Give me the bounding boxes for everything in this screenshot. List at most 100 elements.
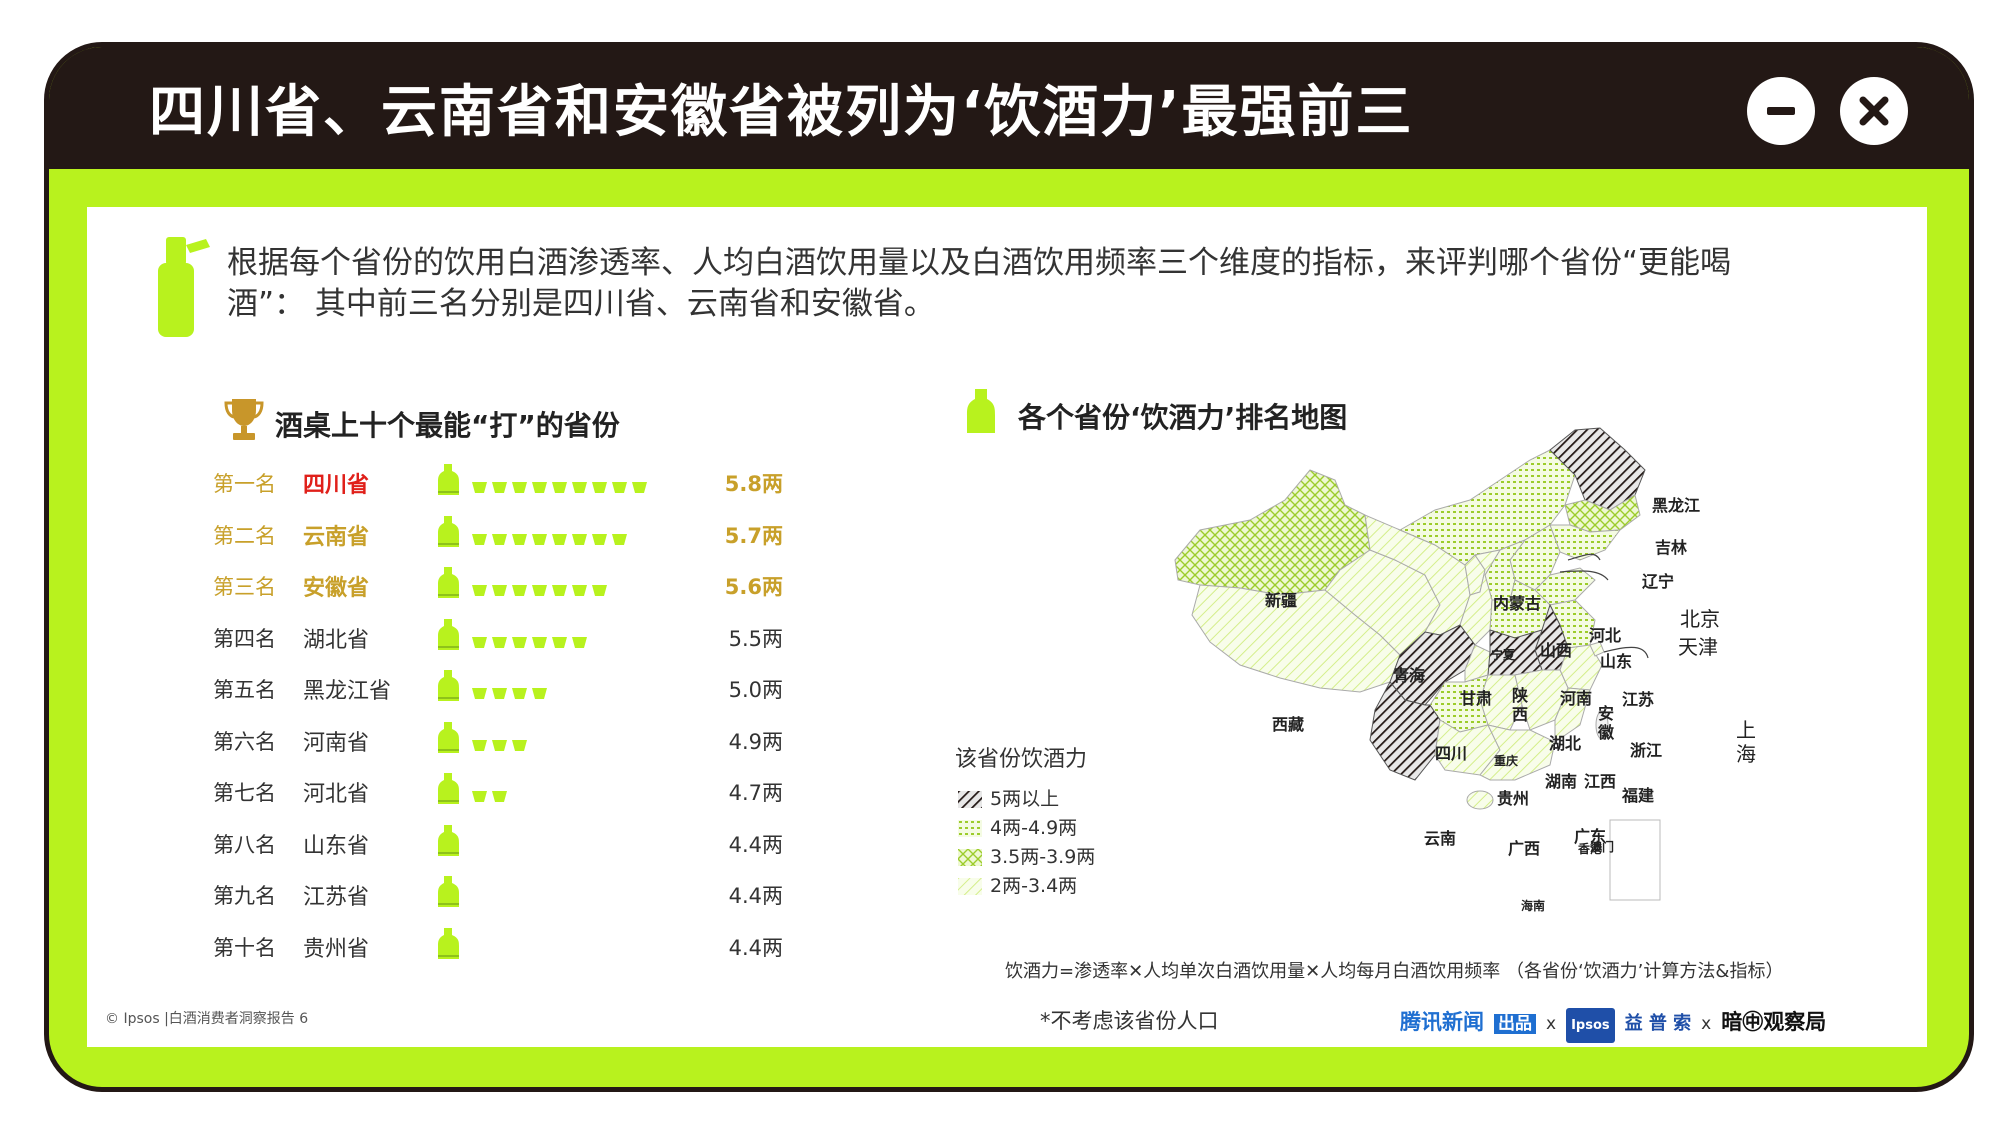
minus-icon (1767, 107, 1795, 115)
map-title: 各个省份‘饮酒力’排名地图 (1018, 401, 1348, 434)
province-label: 山东省 (303, 833, 370, 859)
map-label-neimenggu: 内蒙古 (1493, 594, 1542, 613)
region-guangdong (1479, 724, 1556, 781)
cup-marks (472, 585, 607, 596)
value-label: 5.0两 (728, 678, 783, 702)
intro-text: 根据每个省份的饮用白酒渗透率、人均白酒饮用量以及白酒饮用频率三个维度的指标，来评… (227, 245, 1732, 322)
logo-separator: x (1701, 1014, 1712, 1034)
cup-mark (532, 636, 547, 648)
china-map (1174, 427, 1661, 901)
logo-ipsos: Ipsos (1566, 1008, 1615, 1043)
footnote: *不考虑该省份人口 (1040, 1009, 1219, 1033)
region-fujian (1554, 687, 1591, 743)
south-sea-inset (1609, 819, 1661, 901)
legend-label: 4两-4.9两 (990, 817, 1078, 839)
content-panel (87, 207, 1927, 1047)
legend-item-35to39: 3.5两-3.9两 (958, 842, 1095, 869)
map-label-tianjin: 天津 (1678, 635, 1718, 659)
bottle-icon (158, 237, 210, 337)
map-label-guangdong: 广东 (1574, 827, 1607, 846)
value-label: 5.6两 (724, 575, 783, 599)
minimize-button[interactable] (1747, 77, 1815, 145)
rank-label: 第三名 (213, 575, 276, 599)
cup-marks (472, 688, 547, 699)
cup-mark (592, 585, 607, 596)
cup-mark (552, 482, 567, 493)
province-label: 安徽省 (303, 576, 370, 601)
map-label-hainan: 海南 (1521, 899, 1546, 913)
rank-label: 第二名 (213, 523, 276, 548)
legend-swatch-cross (958, 849, 982, 866)
cup-mark (492, 585, 507, 596)
province-label: 湖北省 (303, 627, 370, 653)
cup-mark (612, 533, 627, 545)
logo-guancha: 暗㊥观察局 (1721, 1010, 1827, 1034)
bottle-mark (438, 515, 459, 547)
legend-item-5plus: 5两以上 (958, 784, 1059, 811)
bottle-mark (438, 824, 459, 856)
map-label-xizang: 西藏 (1272, 715, 1305, 734)
cup-mark (472, 585, 487, 596)
value-label: 4.9两 (728, 729, 783, 754)
value-label: 4.7两 (728, 781, 783, 805)
cup-mark (492, 791, 507, 802)
value-label: 5.8两 (724, 472, 783, 496)
map-label-heilongjiang: 黑龙江 (1652, 496, 1701, 515)
map-label-hunan: 湖南 (1545, 772, 1578, 791)
cup-mark (592, 482, 607, 493)
legend-item-4to49: 4两-4.9两 (958, 813, 1077, 840)
bottle-mark (438, 876, 459, 907)
cup-marks (472, 533, 627, 545)
legend-title: 该省份饮酒力 (955, 747, 1088, 772)
map-label-hebei: 河北 (1589, 626, 1622, 645)
map-label-zhejiang: 浙江 (1630, 741, 1663, 760)
logo-ipsos-cn: 益 普 索 (1624, 1013, 1692, 1034)
trophy-icon (224, 399, 264, 440)
map-label-shanghai: 上海 (1736, 718, 1756, 766)
map-label-chongqing: 重庆 (1494, 754, 1519, 768)
map-label-aomen: 澳门 (1590, 840, 1615, 854)
bottle-mark (438, 567, 459, 598)
rank-label: 第八名 (213, 832, 276, 857)
cup-mark (592, 533, 607, 545)
logo-tencent-news: 腾讯新闻 (1400, 1010, 1484, 1034)
map-label-jiangxi: 江西 (1584, 772, 1617, 791)
region-heilongjiang (1549, 427, 1646, 511)
value-label: 4.4两 (728, 832, 783, 857)
region-hainan (1466, 790, 1494, 810)
bottle-mark (438, 773, 459, 804)
cup-mark (532, 533, 547, 545)
logo-tencent-tag: 出品 (1494, 1014, 1536, 1034)
cup-mark (532, 482, 547, 493)
cup-mark (552, 533, 567, 545)
formula-text: 饮酒力=渗透率✕人均单次白酒饮用量✕人均每月白酒饮用频率 （各省份‘饮酒力’计算… (1005, 961, 1784, 982)
title-bar: 四川省、云南省和安徽省被列为‘饮酒力’最强前三 (49, 47, 1969, 169)
legend-label: 3.5两-3.9两 (990, 846, 1096, 868)
bottle-mark (438, 927, 459, 959)
value-label: 5.7两 (724, 523, 783, 548)
bottle-mark (438, 464, 459, 495)
cup-mark (492, 636, 507, 648)
logo-separator: x (1546, 1014, 1557, 1034)
cup-mark (472, 482, 487, 493)
cup-mark (492, 739, 507, 751)
cup-marks (472, 636, 587, 648)
map-label-guizhou: 贵州 (1497, 789, 1530, 808)
map-label-fujian: 福建 (1622, 786, 1655, 805)
map-label-xinjiang: 新疆 (1265, 591, 1298, 610)
rank-label: 第七名 (213, 781, 276, 805)
bottle-mark (438, 618, 459, 650)
map-label-hubei: 湖北 (1549, 734, 1582, 753)
map-label-anhui: 安徽 (1598, 704, 1615, 742)
cup-mark (572, 533, 587, 545)
legend-label: 5两以上 (990, 788, 1060, 810)
cup-mark (572, 636, 587, 648)
cup-mark (472, 791, 487, 802)
value-label: 5.5两 (728, 626, 783, 651)
province-label: 黑龙江省 (303, 679, 392, 704)
close-button[interactable] (1840, 77, 1908, 145)
rank-label: 第六名 (213, 729, 276, 754)
map-label-beijing: 北京 (1680, 607, 1720, 631)
province-label: 云南省 (303, 524, 370, 550)
cup-mark (492, 533, 507, 545)
